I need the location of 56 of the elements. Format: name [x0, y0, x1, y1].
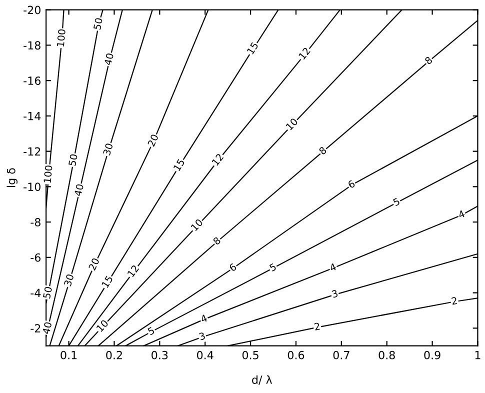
text: 20 [88, 258, 100, 271]
text: 8 [318, 146, 327, 156]
text: 2 [451, 296, 458, 305]
y-tick-label: -20 [24, 6, 40, 14]
series-label: 20 [147, 134, 159, 147]
series-label: 15 [246, 42, 259, 55]
x-tick-label: 0.8 [378, 350, 395, 360]
text: 30 [102, 142, 114, 156]
y-tick-label: -16 [24, 76, 41, 85]
series-label: 10 [286, 118, 298, 130]
series-label: 30 [64, 274, 74, 286]
text: 8 [424, 56, 433, 65]
y-axis-title: lg δ [6, 168, 18, 188]
series-label: 50 [68, 154, 78, 166]
y-tick-label: -4 [30, 288, 41, 298]
text: 50 [93, 18, 103, 30]
x-tick-label: 0.2 [106, 350, 122, 360]
series-label: 5 [147, 326, 155, 336]
text: 12 [298, 47, 310, 60]
text: 12 [212, 153, 224, 166]
x-tick-label: 1 [475, 351, 480, 360]
text: 10 [96, 319, 109, 332]
text: 6 [347, 180, 356, 189]
text: 50 [42, 286, 52, 299]
y-tick-label: -2 [30, 324, 40, 332]
x-tick-label: 0.6 [288, 350, 304, 360]
y-tick-label: -10 [24, 182, 40, 192]
text: 5 [392, 198, 400, 206]
series-label: 6 [228, 262, 237, 272]
x-tick-label: 0.4 [197, 350, 214, 360]
series-label: 8 [212, 236, 222, 246]
y-tick-label: -6 [30, 253, 41, 262]
text: 40 [74, 184, 84, 196]
text: 5 [269, 263, 277, 272]
series-label: 4 [458, 210, 466, 218]
x-tick-label: 0.9 [424, 350, 440, 360]
x-axis-title: d/ λ [252, 375, 272, 385]
text: 40 [42, 322, 52, 334]
x-tick-label: 0.1 [60, 350, 77, 360]
text: 4 [329, 262, 337, 272]
y-tick-label: -8 [30, 218, 40, 226]
y-tick-label: -18 [24, 41, 40, 50]
text: 4 [200, 314, 208, 323]
x-tick-label: 0.5 [242, 350, 258, 360]
text: 15 [101, 275, 114, 288]
series-label: 12 [127, 264, 140, 278]
series-label: 40 [104, 52, 114, 66]
text: 15 [173, 158, 185, 172]
series-label: 3 [331, 290, 338, 298]
x-tick-label: 0.3 [152, 350, 168, 360]
text: 3 [198, 332, 206, 340]
text: 10 [190, 218, 204, 232]
y-tick-label: -14 [24, 112, 41, 120]
y-tick-label: -12 [24, 147, 40, 156]
series-label: 2 [314, 322, 320, 330]
x-tick-label: 0.7 [333, 350, 350, 360]
